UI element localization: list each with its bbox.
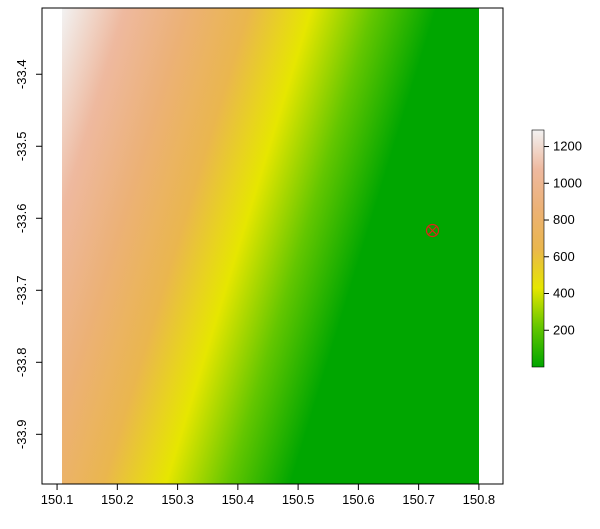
colorbar-tick-label: 1200: [553, 139, 582, 154]
x-tick-label: 150.8: [463, 492, 496, 507]
x-tick-label: 150.4: [222, 492, 255, 507]
colorbar-tick-label: 800: [553, 212, 575, 227]
colorbar: [531, 129, 545, 368]
y-tick-label: -33.8: [14, 347, 29, 377]
colorbar-tick-label: 1000: [553, 175, 582, 190]
y-tick-label: -33.7: [14, 275, 29, 305]
colorbar-tick-label: 400: [553, 286, 575, 301]
frame: [41, 7, 504, 485]
y-tick-label: -33.4: [14, 59, 29, 89]
colorbar-tick-label: 600: [553, 249, 575, 264]
x-tick-label: 150.7: [402, 492, 435, 507]
x-tick-label: 150.2: [101, 492, 134, 507]
elevation-raster: [62, 8, 479, 484]
marker: [425, 223, 440, 238]
x-tick-label: 150.1: [41, 492, 74, 507]
colorbar-tick-label: 200: [553, 322, 575, 337]
y-tick-label: -33.6: [14, 203, 29, 233]
y-tick-label: -33.5: [14, 131, 29, 161]
y-tick-label: -33.9: [14, 419, 29, 449]
x-tick-label: 150.3: [161, 492, 194, 507]
x-tick-label: 150.6: [342, 492, 375, 507]
x-tick-label: 150.5: [282, 492, 315, 507]
